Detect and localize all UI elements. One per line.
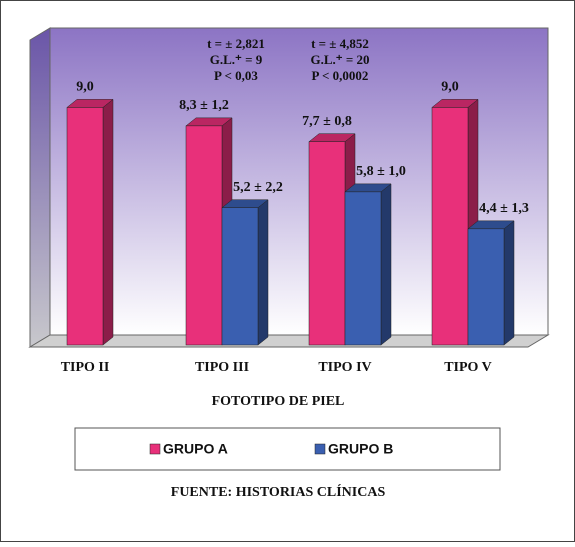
annotation: P < 0,03 <box>214 68 258 83</box>
bar <box>221 207 259 346</box>
legend-swatch <box>314 443 326 455</box>
x-tick-label: TIPO IV <box>318 360 371 375</box>
floor <box>28 334 550 348</box>
annotation: t = ± 2,821 <box>207 36 265 51</box>
x-tick-label: TIPO III <box>195 360 249 375</box>
side-wall <box>29 27 51 348</box>
annotation: t = ± 4,852 <box>311 36 369 51</box>
x-axis-label: FOTOTIPO DE PIEL <box>212 394 345 409</box>
x-tick-label: TIPO II <box>61 360 110 375</box>
data-label: 9,0 <box>441 80 459 95</box>
bar <box>66 107 104 346</box>
bar <box>467 228 505 346</box>
legend-label: GRUPO B <box>328 441 393 457</box>
bar <box>308 141 346 346</box>
annotation: P < 0,0002 <box>312 68 369 83</box>
bar <box>344 191 382 346</box>
bar <box>185 125 223 346</box>
legend <box>74 427 501 471</box>
data-label: 8,3 ± 1,2 <box>179 98 229 113</box>
bar-side <box>257 199 269 346</box>
data-label: 9,0 <box>76 80 94 95</box>
legend-label: GRUPO A <box>163 441 228 457</box>
bar-side <box>503 220 515 346</box>
data-label: 7,7 ± 0,8 <box>302 114 352 129</box>
bar-side <box>102 98 114 346</box>
bar <box>431 107 469 346</box>
annotation: G.L.⁺ = 9 <box>210 52 263 67</box>
data-label: 5,2 ± 2,2 <box>233 180 283 195</box>
data-label: 5,8 ± 1,0 <box>356 164 406 179</box>
legend-swatch <box>149 443 161 455</box>
annotation: G.L.⁺ = 20 <box>310 52 369 67</box>
source: FUENTE: HISTORIAS CLÍNICAS <box>171 483 386 500</box>
bar-side <box>380 183 392 346</box>
data-label: 4,4 ± 1,3 <box>479 201 529 216</box>
x-tick-label: TIPO V <box>444 360 492 375</box>
